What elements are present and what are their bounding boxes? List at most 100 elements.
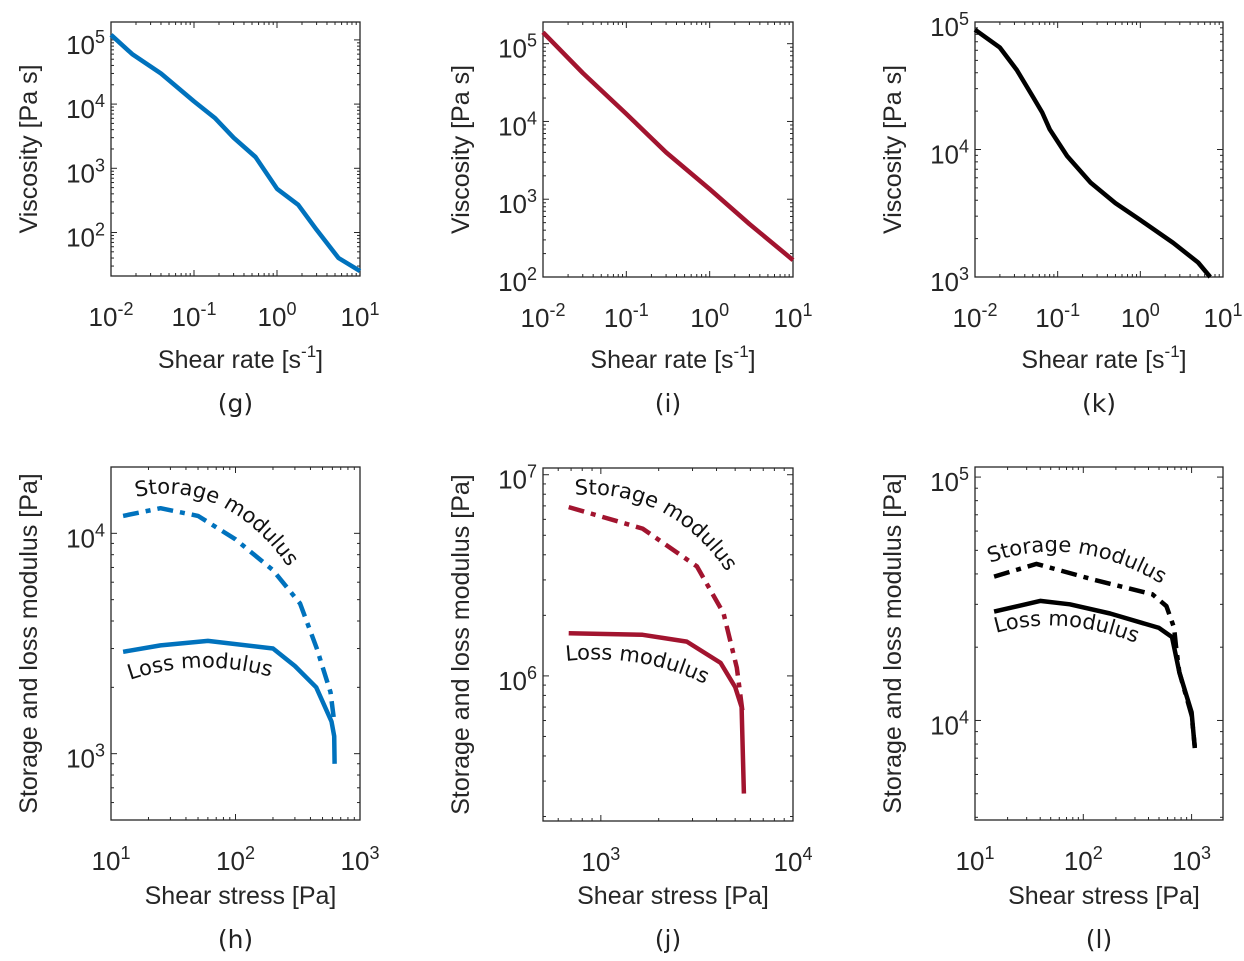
tick-exponent: 2 — [1093, 843, 1103, 863]
loss-modulus-line — [122, 638, 337, 764]
x-tick-label: 102 — [216, 843, 255, 876]
y-tick-label: 105 — [498, 31, 537, 64]
tick-exponent: 1 — [802, 300, 812, 320]
x-axis-label: Shear rate [s-1] — [1021, 342, 1186, 374]
tick-exponent: 3 — [610, 844, 620, 864]
viscosity-line — [973, 27, 1212, 279]
x-axis-label-text: Shear stress [Pa] — [577, 882, 769, 910]
x-axis-label: Shear stress [Pa] — [577, 882, 769, 910]
series-name: Loss modulus — [991, 606, 1142, 647]
tick-exponent: 1 — [369, 299, 379, 319]
x-tick-label: 10-2 — [89, 299, 134, 332]
tick-base: 10 — [690, 303, 719, 333]
series-annotation: Storage modulus — [574, 475, 742, 575]
tick-exponent: 0 — [286, 299, 296, 319]
tick-base: 10 — [581, 847, 610, 877]
tick-base: 10 — [1172, 846, 1201, 876]
tick-exponent: 0 — [719, 300, 729, 320]
tick-exponent: -1 — [200, 299, 216, 319]
x-axis-label: Shear rate [s-1] — [158, 342, 323, 374]
y-tick-label: 103 — [498, 186, 537, 219]
x-tick-label: 10-2 — [953, 300, 998, 333]
tick-exponent: 4 — [802, 844, 812, 864]
x-axis-label-text: Shear stress [Pa] — [145, 882, 337, 910]
x-tick-label: 101 — [92, 843, 131, 876]
tick-exponent: 1 — [984, 843, 994, 863]
series-name: Storage modulus — [133, 475, 304, 571]
x-tick-label: 101 — [956, 843, 995, 876]
tick-base: 10 — [66, 222, 95, 252]
tick-exponent: -2 — [981, 300, 997, 320]
tick-base: 10 — [216, 846, 245, 876]
loss-modulus-line — [993, 598, 1198, 749]
x-axis-label-text: Shear stress [Pa] — [1008, 882, 1200, 910]
x-axis-label: Shear rate [s-1] — [590, 342, 755, 374]
x-tick-label: 10-1 — [172, 299, 217, 332]
x-tick-label: 10-1 — [604, 300, 649, 333]
tick-base: 10 — [66, 523, 95, 553]
tick-base: 10 — [1204, 303, 1233, 333]
tick-exponent: 4 — [95, 520, 105, 540]
tick-exponent: 4 — [95, 91, 105, 111]
tick-base: 10 — [172, 302, 201, 332]
storage-modulus-line — [993, 561, 1198, 747]
x-axis-label: Shear stress [Pa] — [1008, 882, 1200, 910]
tick-exponent: 5 — [527, 31, 537, 51]
y-tick-label: 105 — [66, 27, 105, 60]
x-tick-label: 100 — [690, 300, 729, 333]
x-tick-label: 102 — [1064, 843, 1103, 876]
x-axis-label: Shear stress [Pa] — [145, 882, 337, 910]
y-axis-label: Viscosity [Pa s] — [879, 65, 907, 234]
tick-exponent: 3 — [95, 155, 105, 175]
tick-exponent: 4 — [959, 707, 969, 727]
y-tick-label: 104 — [930, 707, 969, 740]
x-tick-label: 10-2 — [521, 300, 566, 333]
tick-base: 10 — [498, 111, 527, 141]
y-tick-label: 103 — [930, 264, 969, 297]
y-tick-label: 102 — [498, 264, 537, 297]
tick-base: 10 — [89, 302, 118, 332]
tick-base: 10 — [341, 302, 370, 332]
x-tick-label: 10-1 — [1035, 300, 1080, 333]
panel-label: (k) — [1082, 389, 1116, 418]
tick-exponent: 5 — [959, 9, 969, 29]
panel-label: (l) — [1086, 925, 1112, 954]
tick-exponent: -2 — [549, 300, 565, 320]
viscosity-line — [109, 33, 362, 274]
y-axis-label: Storage and loss modulus [Pa] — [15, 473, 43, 813]
series-annotation: Storage modulus — [133, 475, 304, 571]
y-axis-label: Storage and loss modulus [Pa] — [447, 474, 475, 814]
series-annotation: Storage modulus — [984, 533, 1171, 589]
tick-base: 10 — [521, 303, 550, 333]
tick-base: 10 — [66, 94, 95, 124]
series-annotation: Loss modulus — [124, 648, 275, 684]
y-tick-label: 103 — [66, 741, 105, 774]
y-tick-label: 105 — [930, 464, 969, 497]
tick-base: 10 — [66, 158, 95, 188]
y-tick-label: 104 — [66, 91, 105, 124]
tick-exponent: 3 — [959, 264, 969, 284]
tick-base: 10 — [341, 846, 370, 876]
y-tick-label: 104 — [930, 137, 969, 170]
storage-modulus-line — [122, 505, 337, 722]
x-axis-label-end: ] — [1180, 346, 1187, 374]
loss-modulus-line — [568, 630, 747, 794]
tick-base: 10 — [498, 189, 527, 219]
x-tick-label: 103 — [341, 843, 380, 876]
tick-base: 10 — [930, 710, 959, 740]
axes-box — [542, 21, 794, 278]
tick-exponent: -2 — [117, 299, 133, 319]
y-axis-label: Viscosity [Pa s] — [447, 65, 475, 234]
tick-exponent: 3 — [527, 186, 537, 206]
tick-base: 10 — [498, 666, 527, 696]
panel-label: (h) — [218, 925, 253, 954]
y-tick-label: 106 — [498, 663, 537, 696]
tick-base: 10 — [604, 303, 633, 333]
x-tick-label: 100 — [1121, 300, 1160, 333]
panel-label: (i) — [655, 389, 681, 418]
tick-base: 10 — [774, 303, 803, 333]
